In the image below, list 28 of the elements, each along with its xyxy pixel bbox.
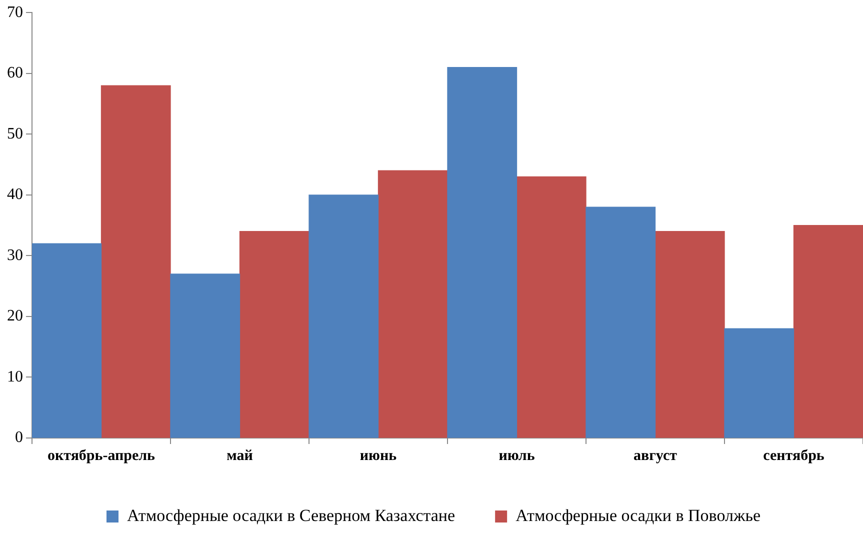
bar (100, 85, 171, 438)
bar (239, 231, 310, 438)
y-tick-label: 10 (7, 368, 23, 386)
y-tick-label: 50 (7, 125, 23, 142)
x-tick-label: июль (498, 448, 535, 464)
y-tick-label: 20 (7, 308, 23, 325)
x-tick-label: август (634, 448, 678, 464)
bar (793, 224, 863, 438)
y-tick-label: 0 (15, 429, 23, 446)
legend-label: Атмосферные осадки в Поволжье (516, 506, 760, 525)
legend-label: Атмосферные осадки в Северном Казахстане (127, 506, 456, 525)
bar (654, 231, 725, 438)
x-tick-label: сентябрь (763, 448, 824, 464)
x-tick-label: июнь (360, 448, 397, 464)
bar (516, 176, 586, 438)
bar (724, 328, 794, 438)
y-tick-label: 40 (7, 186, 23, 204)
bar (170, 274, 240, 438)
bar (378, 170, 448, 438)
bar (308, 194, 379, 438)
bar (447, 66, 518, 438)
y-tick-label: 30 (7, 246, 23, 264)
bar (586, 206, 656, 438)
bar (32, 243, 102, 438)
y-tick-label: 70 (7, 4, 23, 21)
x-tick-label: октябрь-апрель (48, 448, 156, 464)
y-tick-label: 60 (7, 64, 23, 82)
x-tick-label: май (226, 448, 254, 464)
